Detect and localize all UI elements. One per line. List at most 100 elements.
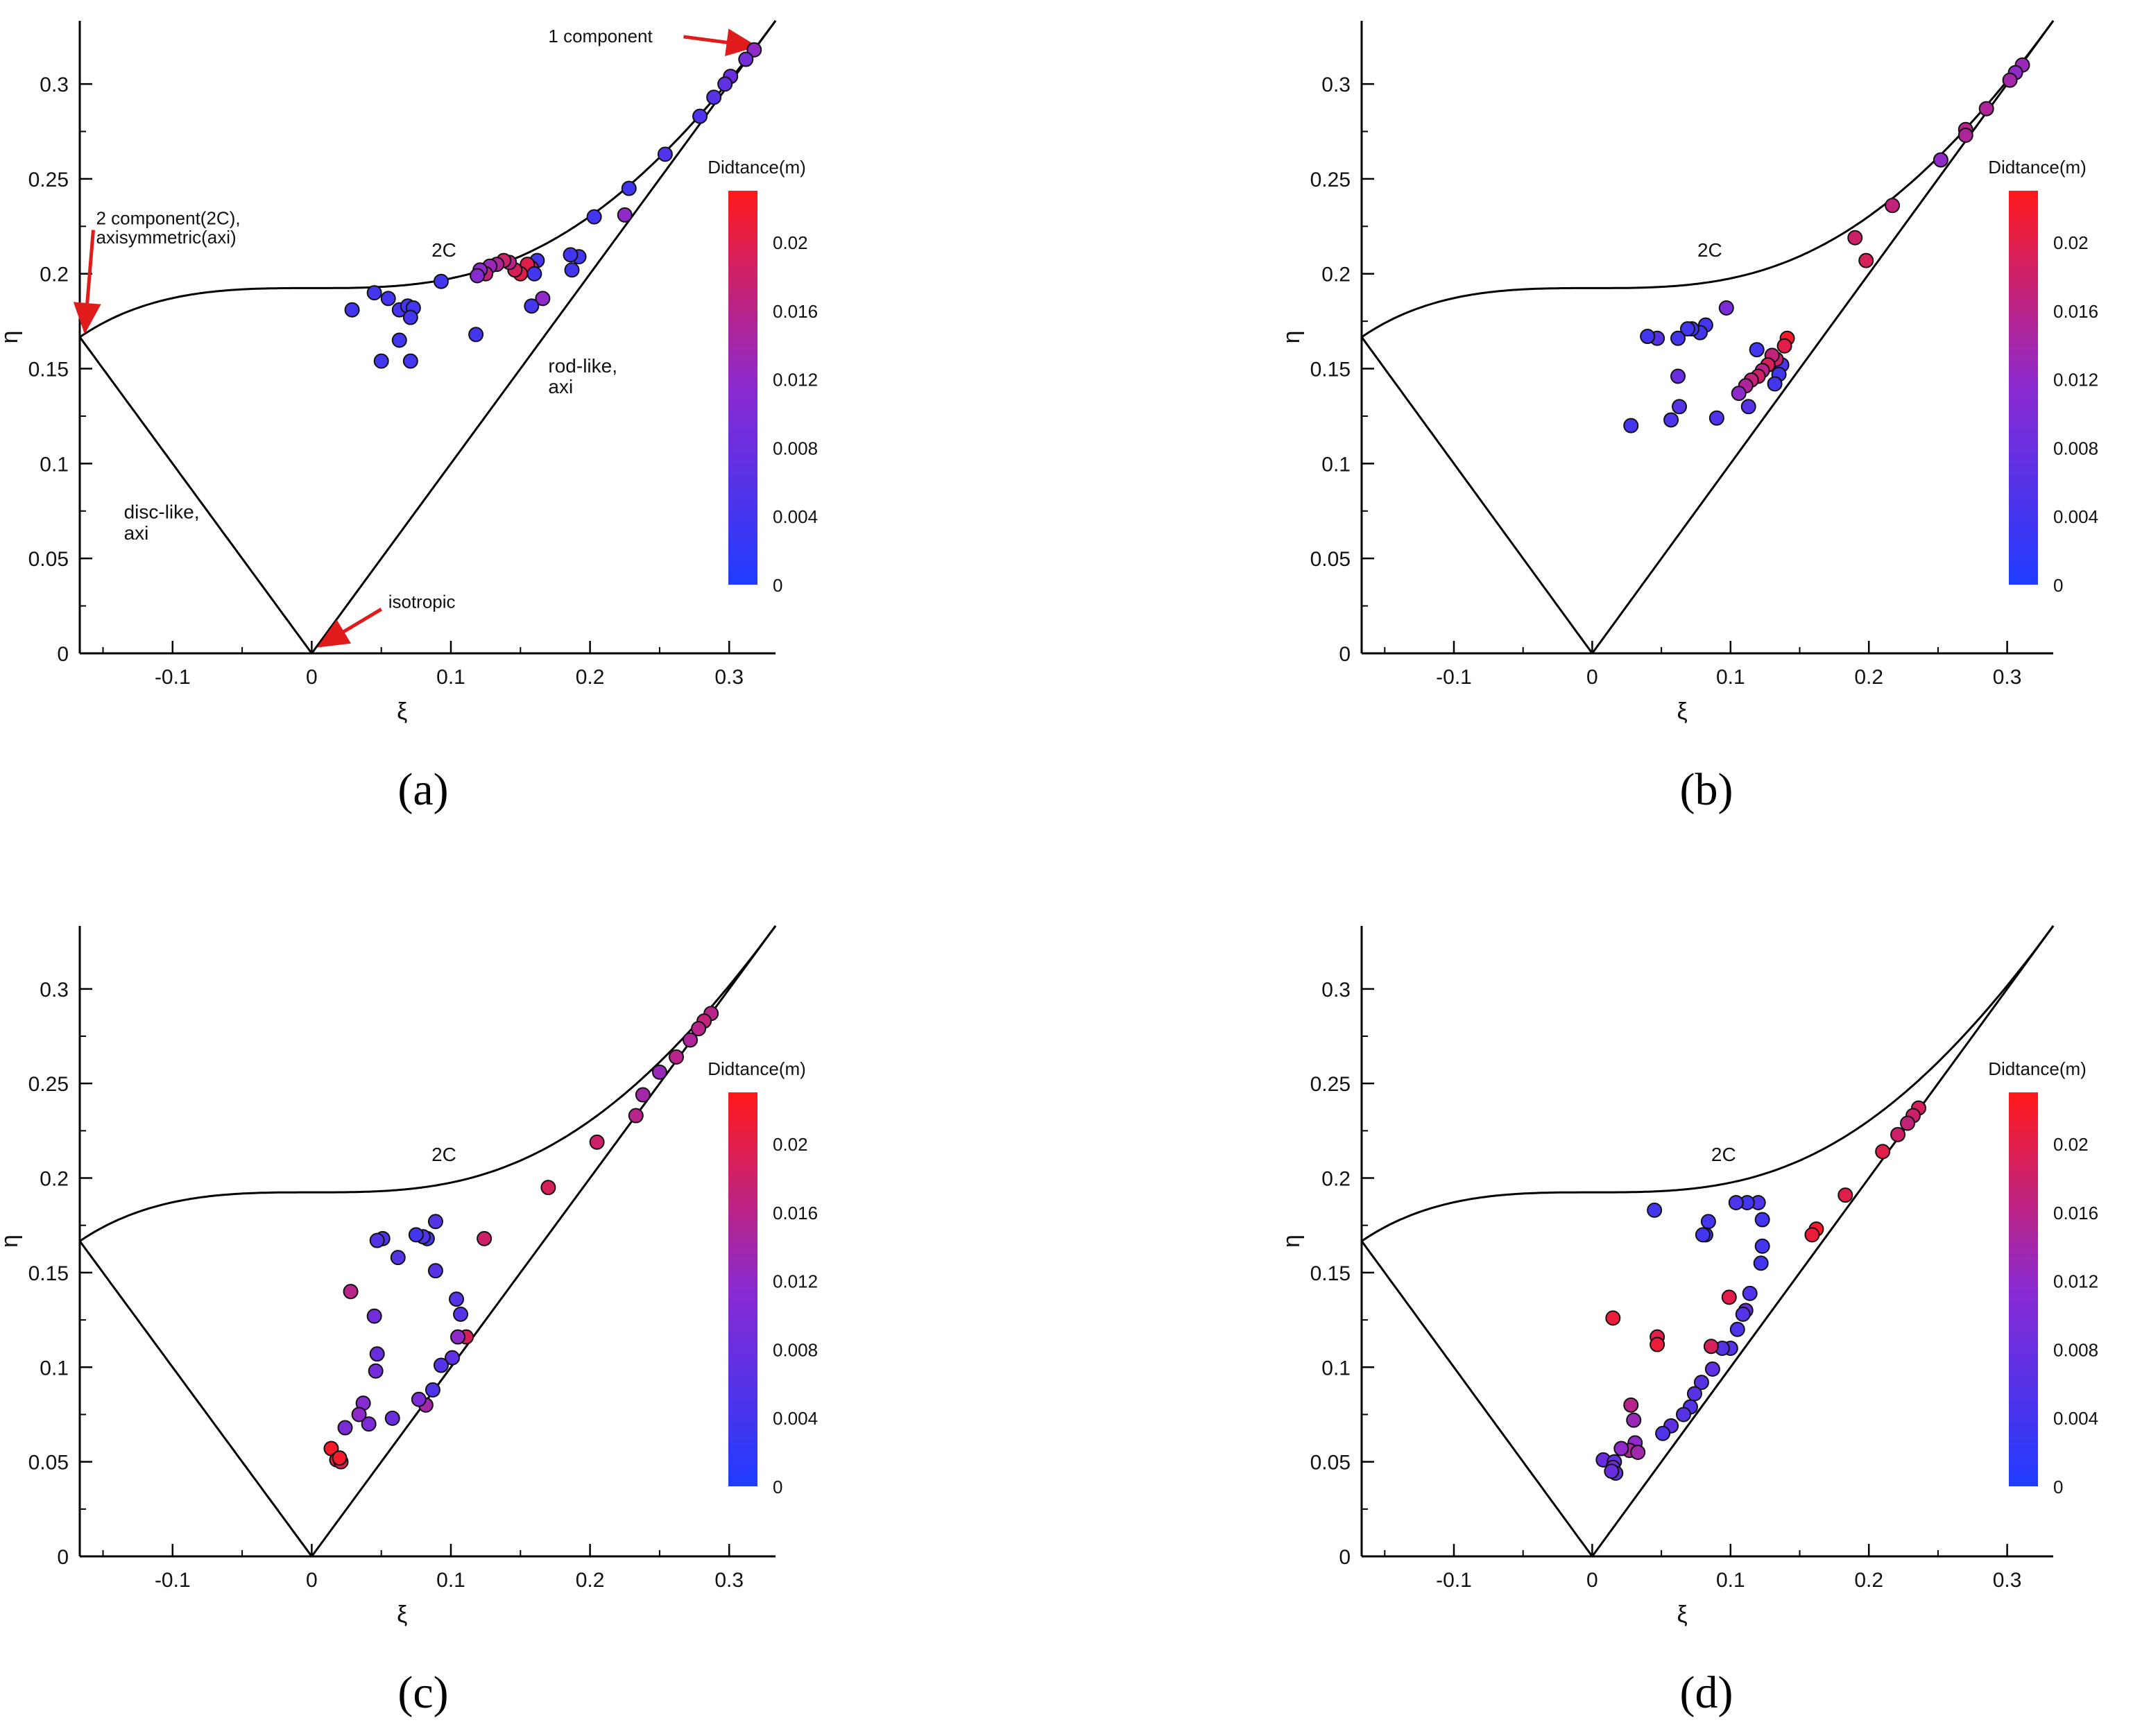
data-point [425,1382,440,1398]
colorbar-tick-label: 0.004 [2053,1408,2098,1429]
y-tick-label: 0.2 [1321,264,1351,286]
data-point [1693,1375,1709,1391]
colorbar-tick-label: 0.02 [2053,232,2089,253]
y-tick-label: 0.05 [28,1452,69,1475]
panel-c: 0 0.05 0.1 0.15 0.2 0.25 0.3 -0.1 0 0.1 0.2 0.3 ξ η 2C… [0,925,818,1718]
data-point [1776,338,1792,354]
data-point [635,1087,651,1103]
x-tick-label: 0.2 [1854,666,1883,689]
data-point [477,1230,492,1246]
data-point [717,76,733,92]
y-tick-label: 0.1 [40,1357,69,1380]
rod-like-boundary [1591,20,2055,654]
data-point [1630,1445,1646,1460]
data-point [1728,1195,1744,1210]
data-point [738,51,754,67]
x-axis-label: ξ [397,698,407,725]
colorbar-tick-label: 0.012 [2053,370,2098,390]
data-point [1623,1397,1639,1413]
x-tick-label: 0.1 [1716,666,1745,689]
data-point [380,291,396,307]
two-component-curve [1361,20,2055,338]
data-point [621,180,637,196]
data-point [1703,1339,1719,1355]
colorbar-tick-label: 0.016 [2053,301,2098,322]
data-point [2002,72,2018,88]
y-tick-label: 0.05 [28,548,69,571]
colorbar: Didtance(m) 0 0.004 0.008 0.012 0.016 0.02 [708,1058,818,1497]
data-point [1605,1310,1621,1326]
data-point [427,1214,443,1230]
data-point [1670,368,1686,384]
y-tick-label: 0 [1339,643,1351,666]
data-point [1847,230,1863,246]
colorbar-title: Didtance(m) [708,1058,806,1079]
data-point [1838,1187,1853,1203]
data-point [1647,1202,1663,1218]
x-tick-label: 0 [1586,666,1598,689]
colorbar-tick-label: 0 [773,575,782,596]
colorbar-tick-label: 0.016 [773,301,818,322]
colorbar-title: Didtance(m) [1988,1058,2087,1079]
data-point [1767,376,1783,392]
region-label: 2C [431,1144,456,1165]
y-tick-label: 0.25 [1310,1073,1351,1096]
data-point [361,1416,377,1432]
data-point [1700,1214,1716,1230]
data-point [1890,1126,1906,1142]
colorbar-tick-label: 0.008 [2053,438,2098,458]
colorbar-gradient [728,1092,757,1486]
data-point [468,327,484,343]
y-axis-label: η [1278,1235,1305,1248]
x-tick-label: 0.2 [576,666,605,689]
colorbar-gradient [2009,1092,2038,1486]
x-tick-label: -0.1 [1436,666,1472,689]
y-tick-label: 0 [1339,1546,1351,1569]
data-point [1670,330,1686,346]
data-point [408,1227,424,1243]
colorbar-tick-label: 0 [773,1477,782,1497]
x-tick-label: 0.3 [714,666,744,689]
data-point [586,209,602,225]
colorbar-tick-label: 0.02 [773,232,808,253]
y-tick-label: 0.1 [40,453,69,476]
x-tick-label: -0.1 [1436,1569,1472,1592]
annotation-label: axisymmetric(axi) [96,227,236,248]
y-tick-label: 0.3 [1321,74,1351,96]
colorbar-tick-label: 0.016 [773,1203,818,1223]
data-point [445,1350,461,1366]
data-point [1650,1337,1665,1352]
data-point [692,108,708,124]
data-point [1900,1115,1916,1131]
data-point [373,353,389,369]
data-point [1754,1212,1770,1228]
data-point [1753,1255,1769,1271]
y-tick-label: 0.05 [1310,1452,1351,1475]
data-point [368,1363,384,1379]
two-component-curve [79,925,777,1242]
x-tick-label: 0 [1586,1569,1598,1592]
y-tick-label: 0.05 [1310,548,1351,571]
data-point [332,1450,348,1466]
panel-label: (c) [397,1667,448,1718]
y-tick-label: 0 [57,643,69,666]
y-tick-label: 0.15 [28,359,69,381]
panel-label: (d) [1680,1667,1733,1718]
data-point [411,1391,427,1407]
y-tick-label: 0.25 [28,169,69,191]
data-point [1740,399,1756,415]
data-point [337,1420,353,1436]
y-tick-label: 0.2 [40,1168,69,1191]
data-point [1933,152,1948,168]
data-point [453,1306,469,1322]
colorbar: Didtance(m) 0 0.004 0.008 0.012 0.016 0.02 [1988,157,2098,596]
data-point [351,1407,367,1423]
data-point [1679,321,1695,337]
data-point [1718,300,1734,316]
x-tick-label: 0.3 [1993,1569,2022,1592]
x-tick-label: 0 [306,1569,318,1592]
data-point [540,1180,556,1196]
data-point [366,1308,382,1324]
x-tick-label: 0.1 [436,1569,465,1592]
